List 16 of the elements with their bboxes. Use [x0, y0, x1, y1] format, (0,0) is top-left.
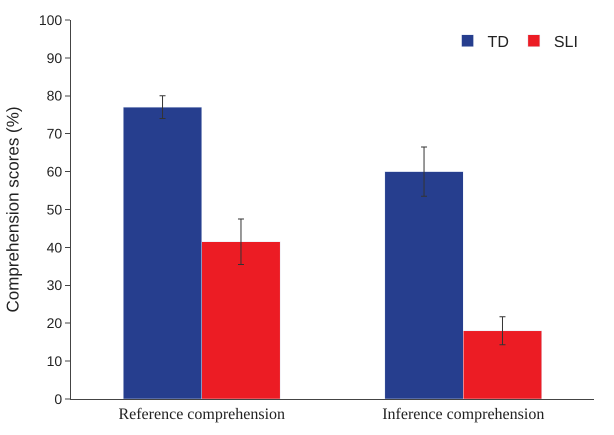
- y-tick-label: 50: [46, 201, 62, 218]
- y-tick-label: 100: [38, 12, 62, 28]
- y-tick-label: 80: [46, 88, 62, 104]
- y-tick-label: 90: [46, 50, 62, 66]
- y-axis-title: Comprehension scores (%): [3, 106, 22, 312]
- y-tick-label: 70: [46, 126, 62, 142]
- x-tick-label: Reference comprehension: [118, 406, 286, 424]
- y-tick-label: 0: [54, 390, 62, 407]
- y-tick-label: 20: [46, 315, 62, 332]
- y-tick-label: 30: [46, 277, 62, 294]
- y-tick-label: 40: [46, 239, 62, 256]
- y-tick-label: 60: [46, 164, 62, 180]
- legend-label: SLI: [554, 34, 578, 51]
- legend-label: TD: [488, 34, 509, 51]
- y-tick-label: 10: [46, 353, 62, 369]
- x-tick-label: Inference comprehension: [382, 406, 544, 424]
